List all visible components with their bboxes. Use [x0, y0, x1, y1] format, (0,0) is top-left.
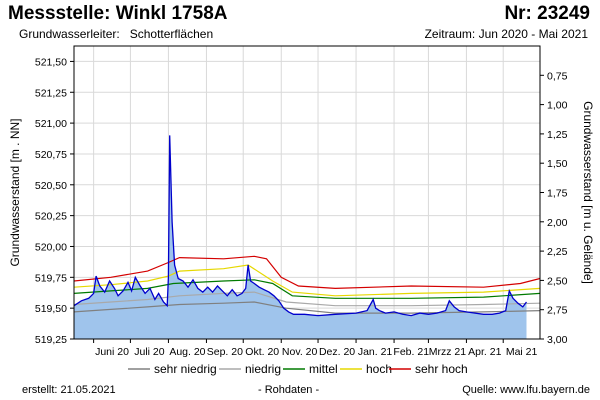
- created-date: erstellt: 21.05.2021: [22, 384, 116, 396]
- left-tick-label: 520,25: [35, 211, 67, 223]
- left-tick-label: 521,25: [35, 87, 67, 99]
- left-tick-label: 519,25: [35, 334, 67, 346]
- legend: sehr niedrig niedrig mittel hoch sehr hoch: [128, 362, 468, 376]
- left-axis-label: Grundwasserstand [m . NN]: [8, 118, 22, 266]
- right-tick-label: 2,00: [547, 217, 568, 229]
- x-tick-label: Nov. 20: [282, 346, 318, 358]
- aquifer-info: Grundwasserleiter: Schotterflächen: [19, 27, 213, 41]
- left-tick-label: 520,50: [35, 180, 67, 192]
- right-axis-ticks: 0,75 1,00 1,25 1,50 1,75 2,00 2,25 2,50 2,75 3,00: [540, 70, 568, 346]
- legend-label: niedrig: [245, 362, 281, 376]
- right-tick-label: 3,00: [547, 334, 568, 346]
- right-tick-label: 1,25: [547, 129, 568, 141]
- station-title: Messstelle: Winkl 1758A: [8, 3, 228, 24]
- left-axis-ticks: 519,25 519,50 519,75 520,00 520,25 520,50 520,…: [35, 56, 74, 346]
- x-axis-ticks: Juni 20 Juli 20 Aug. 20 Sep. 20 Okt. 20 Nov. …: [93, 339, 538, 358]
- left-tick-label: 521,00: [35, 118, 67, 130]
- right-tick-label: 0,75: [547, 70, 568, 82]
- x-tick-label: Aug. 20: [169, 346, 205, 358]
- right-tick-label: 1,75: [547, 188, 568, 200]
- aquifer-label: Grundwasserleiter:: [19, 27, 120, 41]
- measured-level-line: [73, 135, 528, 317]
- x-tick-label: Mai 21: [506, 346, 538, 358]
- x-tick-label: Apr. 21: [468, 346, 501, 358]
- aquifer-value: Schotterflächen: [129, 27, 214, 41]
- measured-area-fill: [74, 135, 527, 339]
- left-tick-label: 519,50: [35, 303, 67, 315]
- x-tick-label: Juli 20: [134, 346, 165, 358]
- left-tick-label: 520,75: [35, 149, 67, 161]
- measured-area: [74, 135, 527, 339]
- station-number: Nr: 23249: [504, 3, 590, 24]
- niedrig-line: [73, 291, 541, 307]
- legend-label: sehr hoch: [415, 362, 468, 376]
- right-axis-label: Grundwasserstand [m u. Gelände]: [581, 101, 595, 284]
- right-tick-label: 2,25: [547, 246, 568, 258]
- x-tick-label: Feb. 21: [393, 346, 429, 358]
- right-tick-label: 1,00: [547, 100, 568, 112]
- x-tick-label: Dez. 20: [319, 346, 355, 358]
- right-tick-label: 1,50: [547, 158, 568, 170]
- period-label: Zeitraum: Jun 2020 - Mai 2021: [424, 27, 588, 41]
- left-tick-label: 520,00: [35, 241, 67, 253]
- raw-data-note: - Rohdaten -: [258, 384, 320, 396]
- legend-label: hoch: [366, 362, 392, 376]
- left-tick-label: 519,75: [35, 272, 67, 284]
- x-tick-label: Okt. 20: [245, 346, 279, 358]
- x-tick-label: Juni 20: [95, 346, 129, 358]
- sehr-hoch-line: [73, 255, 541, 290]
- left-tick-label: 521,50: [35, 56, 67, 68]
- x-tick-label: Jan. 21: [358, 346, 393, 358]
- x-tick-label: Sep. 20: [207, 346, 243, 358]
- legend-label: sehr niedrig: [154, 362, 217, 376]
- right-tick-label: 2,75: [547, 305, 568, 317]
- grid-lines: [74, 46, 540, 340]
- source-credit: Quelle: www.lfu.bayern.de: [462, 384, 590, 396]
- legend-label: mittel: [309, 362, 338, 376]
- right-tick-label: 2,50: [547, 275, 568, 287]
- x-tick-label: Mrzz 21: [429, 346, 467, 358]
- measured-line-group: [73, 135, 528, 317]
